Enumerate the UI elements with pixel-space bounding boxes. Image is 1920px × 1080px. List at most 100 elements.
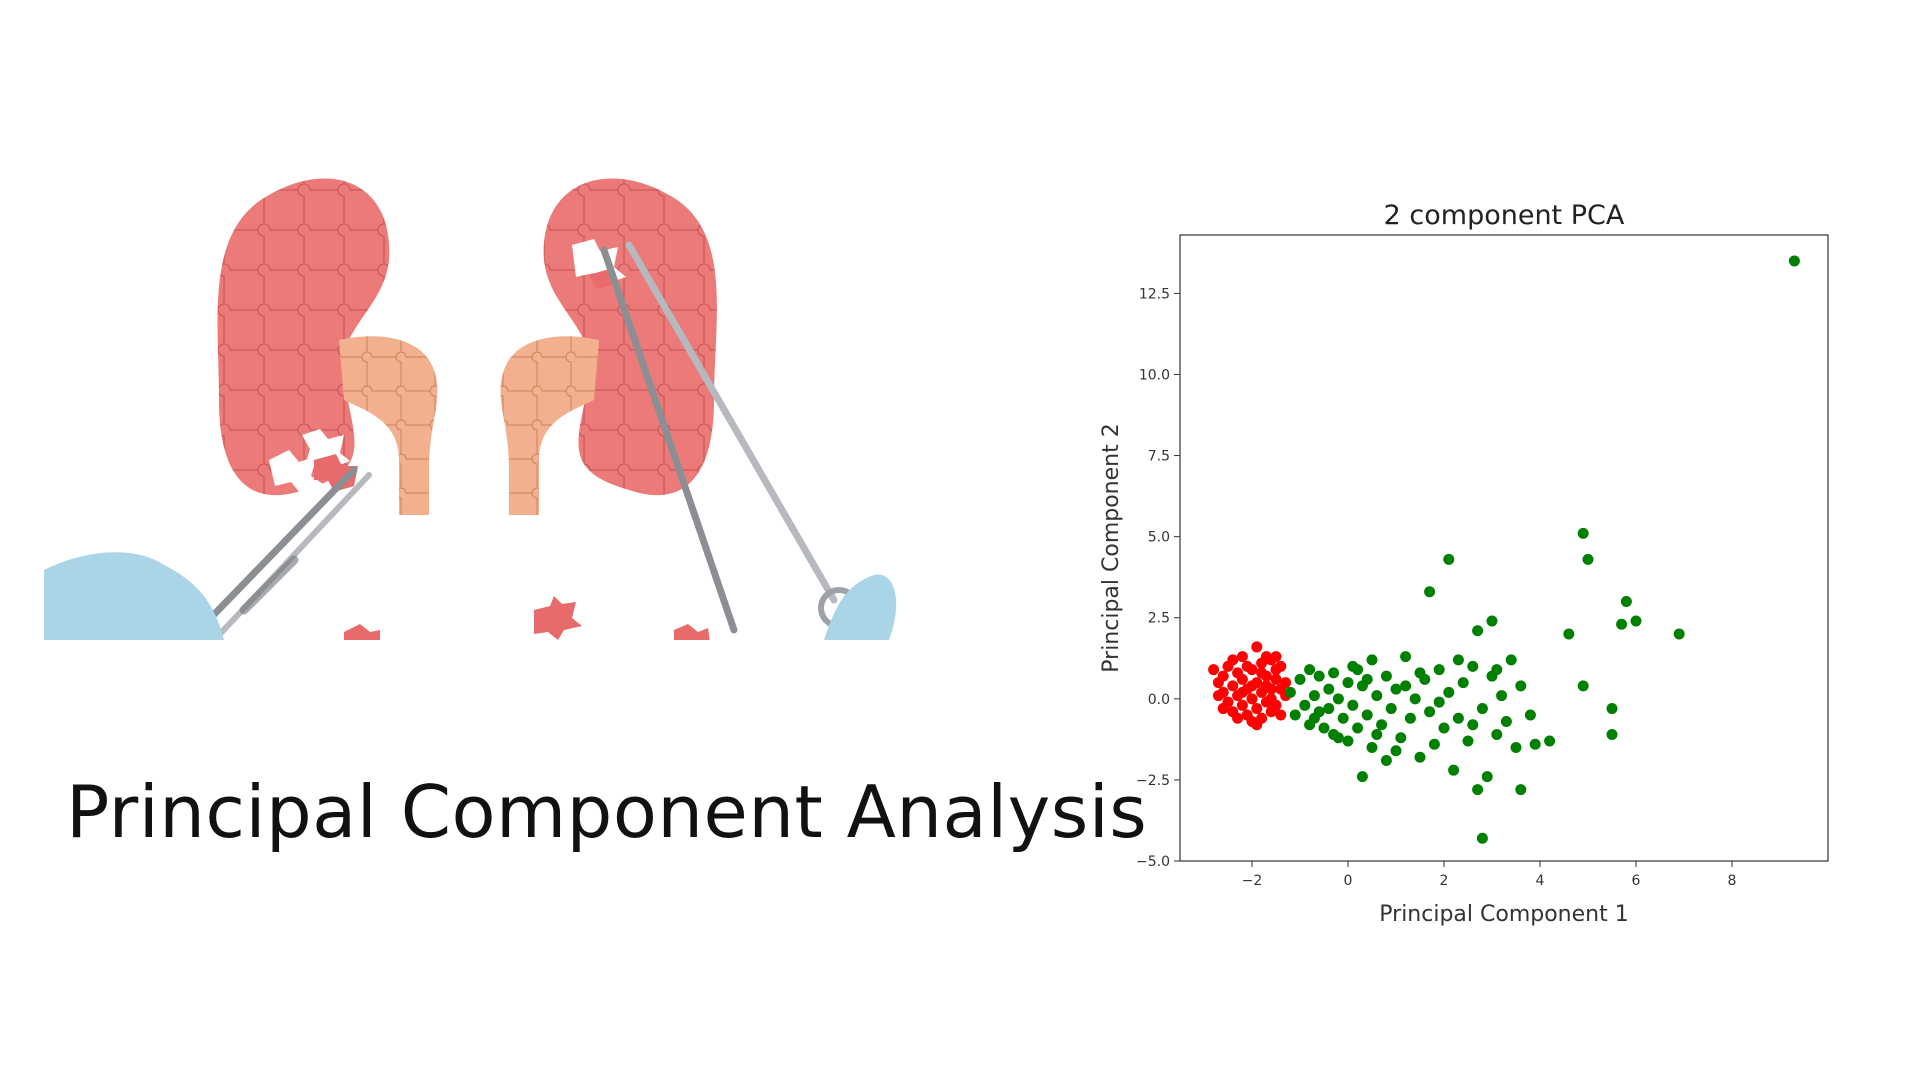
y-tick-label: −2.5: [1136, 773, 1170, 789]
scatter-point: [1524, 709, 1536, 721]
scatter-point: [1452, 654, 1464, 666]
y-tick-label: 7.5: [1148, 449, 1170, 465]
scatter-point: [1275, 709, 1287, 721]
scatter-point: [1227, 680, 1239, 692]
scatter-point: [1328, 667, 1340, 679]
scatter-point: [1227, 654, 1239, 666]
y-tick-label: 5.0: [1148, 530, 1170, 546]
scatter-point: [1500, 716, 1512, 728]
scatter-point: [1390, 745, 1402, 757]
scatter-point: [1443, 553, 1455, 565]
scatter-point: [1452, 712, 1464, 724]
scatter-point: [1294, 673, 1306, 685]
scatter-point: [1400, 651, 1412, 663]
scatter-point: [1606, 703, 1618, 715]
scatter-point: [1433, 664, 1445, 676]
scatter-point: [1356, 771, 1368, 783]
scatter-point: [1582, 553, 1594, 565]
scatter-point: [1332, 693, 1344, 705]
scatter-point: [1544, 735, 1556, 747]
scatter-point: [1515, 784, 1527, 796]
scatter-point: [1486, 615, 1498, 627]
pca-scatter-chart: 2 component PCA −2 0 2 4 6 8 −5.0 −2.5 0.0 2.5 5.…: [1099, 200, 1829, 927]
scatter-point: [1299, 699, 1311, 711]
scatter-point: [1332, 732, 1344, 744]
y-tick-label: 2.5: [1148, 611, 1170, 627]
x-tick-label: 4: [1536, 873, 1545, 889]
scatter-point: [1491, 729, 1503, 741]
scatter-point: [1236, 651, 1248, 663]
x-tick-label: 8: [1728, 873, 1737, 889]
scatter-points: [1208, 255, 1800, 844]
scatter-point: [1510, 741, 1522, 753]
y-axis-label: Principal Component 2: [1099, 423, 1124, 672]
scatter-point: [1208, 664, 1220, 676]
scattered-puzzle-pieces: [344, 596, 710, 640]
scatter-point: [1424, 586, 1436, 598]
scatter-point: [1270, 699, 1282, 711]
scatter-point: [1577, 527, 1589, 539]
scatter-point: [1630, 615, 1642, 627]
scatter-point: [1481, 771, 1493, 783]
slide-title: Principal Component Analysis: [66, 770, 1148, 854]
scatter-point: [1515, 680, 1527, 692]
scatter-point: [1390, 683, 1402, 695]
scatter-point: [1462, 735, 1474, 747]
scatter-point: [1414, 667, 1426, 679]
scatter-point: [1467, 660, 1479, 672]
scatter-point: [1366, 741, 1378, 753]
scatter-point: [1472, 784, 1484, 796]
scatter-point: [1366, 654, 1378, 666]
forceps-left: [195, 466, 372, 638]
scatter-point: [1496, 690, 1508, 702]
scatter-point: [1371, 690, 1383, 702]
kidney-puzzle-illustration: [44, 178, 897, 640]
x-tick-label: 0: [1344, 873, 1353, 889]
scatter-point: [1217, 703, 1229, 715]
scatter-point: [1337, 712, 1349, 724]
scatter-point: [1361, 673, 1373, 685]
left-kidney: [217, 178, 438, 515]
y-axis-ticks: −5.0 −2.5 0.0 2.5 5.0 7.5 10.0 12.5: [1136, 286, 1180, 870]
scatter-point: [1428, 738, 1440, 750]
scatter-point: [1563, 628, 1575, 640]
scatter-point: [1212, 690, 1224, 702]
scatter-point: [1313, 670, 1325, 682]
scatter-point: [1448, 764, 1460, 776]
scatter-point: [1385, 703, 1397, 715]
scatter-point: [1467, 719, 1479, 731]
gloved-hands: [44, 552, 897, 640]
scatter-point: [1256, 667, 1268, 679]
scatter-point: [1404, 712, 1416, 724]
y-tick-label: −5.0: [1136, 854, 1170, 870]
scatter-point: [1400, 680, 1412, 692]
scatter-point: [1289, 709, 1301, 721]
scatter-point: [1438, 722, 1450, 734]
scatter-point: [1788, 255, 1800, 267]
chart-title: 2 component PCA: [1384, 200, 1625, 231]
scatter-point: [1457, 677, 1469, 689]
scatter-point: [1342, 677, 1354, 689]
x-tick-label: 2: [1440, 873, 1449, 889]
scatter-point: [1251, 719, 1263, 731]
scatter-point: [1409, 693, 1421, 705]
scatter-point: [1241, 660, 1253, 672]
scatter-point: [1275, 660, 1287, 672]
scatter-point: [1529, 738, 1541, 750]
scatter-point: [1371, 729, 1383, 741]
scatter-point: [1352, 664, 1364, 676]
scatter-point: [1606, 729, 1618, 741]
scatter-point: [1673, 628, 1685, 640]
scatter-point: [1352, 722, 1364, 734]
scatter-point: [1476, 703, 1488, 715]
scatter-point: [1376, 719, 1388, 731]
scatter-point: [1424, 706, 1436, 718]
scatter-point: [1361, 709, 1373, 721]
y-tick-label: 12.5: [1139, 286, 1170, 302]
x-axis-label: Principal Component 1: [1379, 902, 1628, 927]
scatter-point: [1270, 673, 1282, 685]
scatter-point: [1380, 754, 1392, 766]
scatter-point: [1251, 703, 1263, 715]
scatter-point: [1620, 596, 1632, 608]
scatter-point: [1395, 732, 1407, 744]
